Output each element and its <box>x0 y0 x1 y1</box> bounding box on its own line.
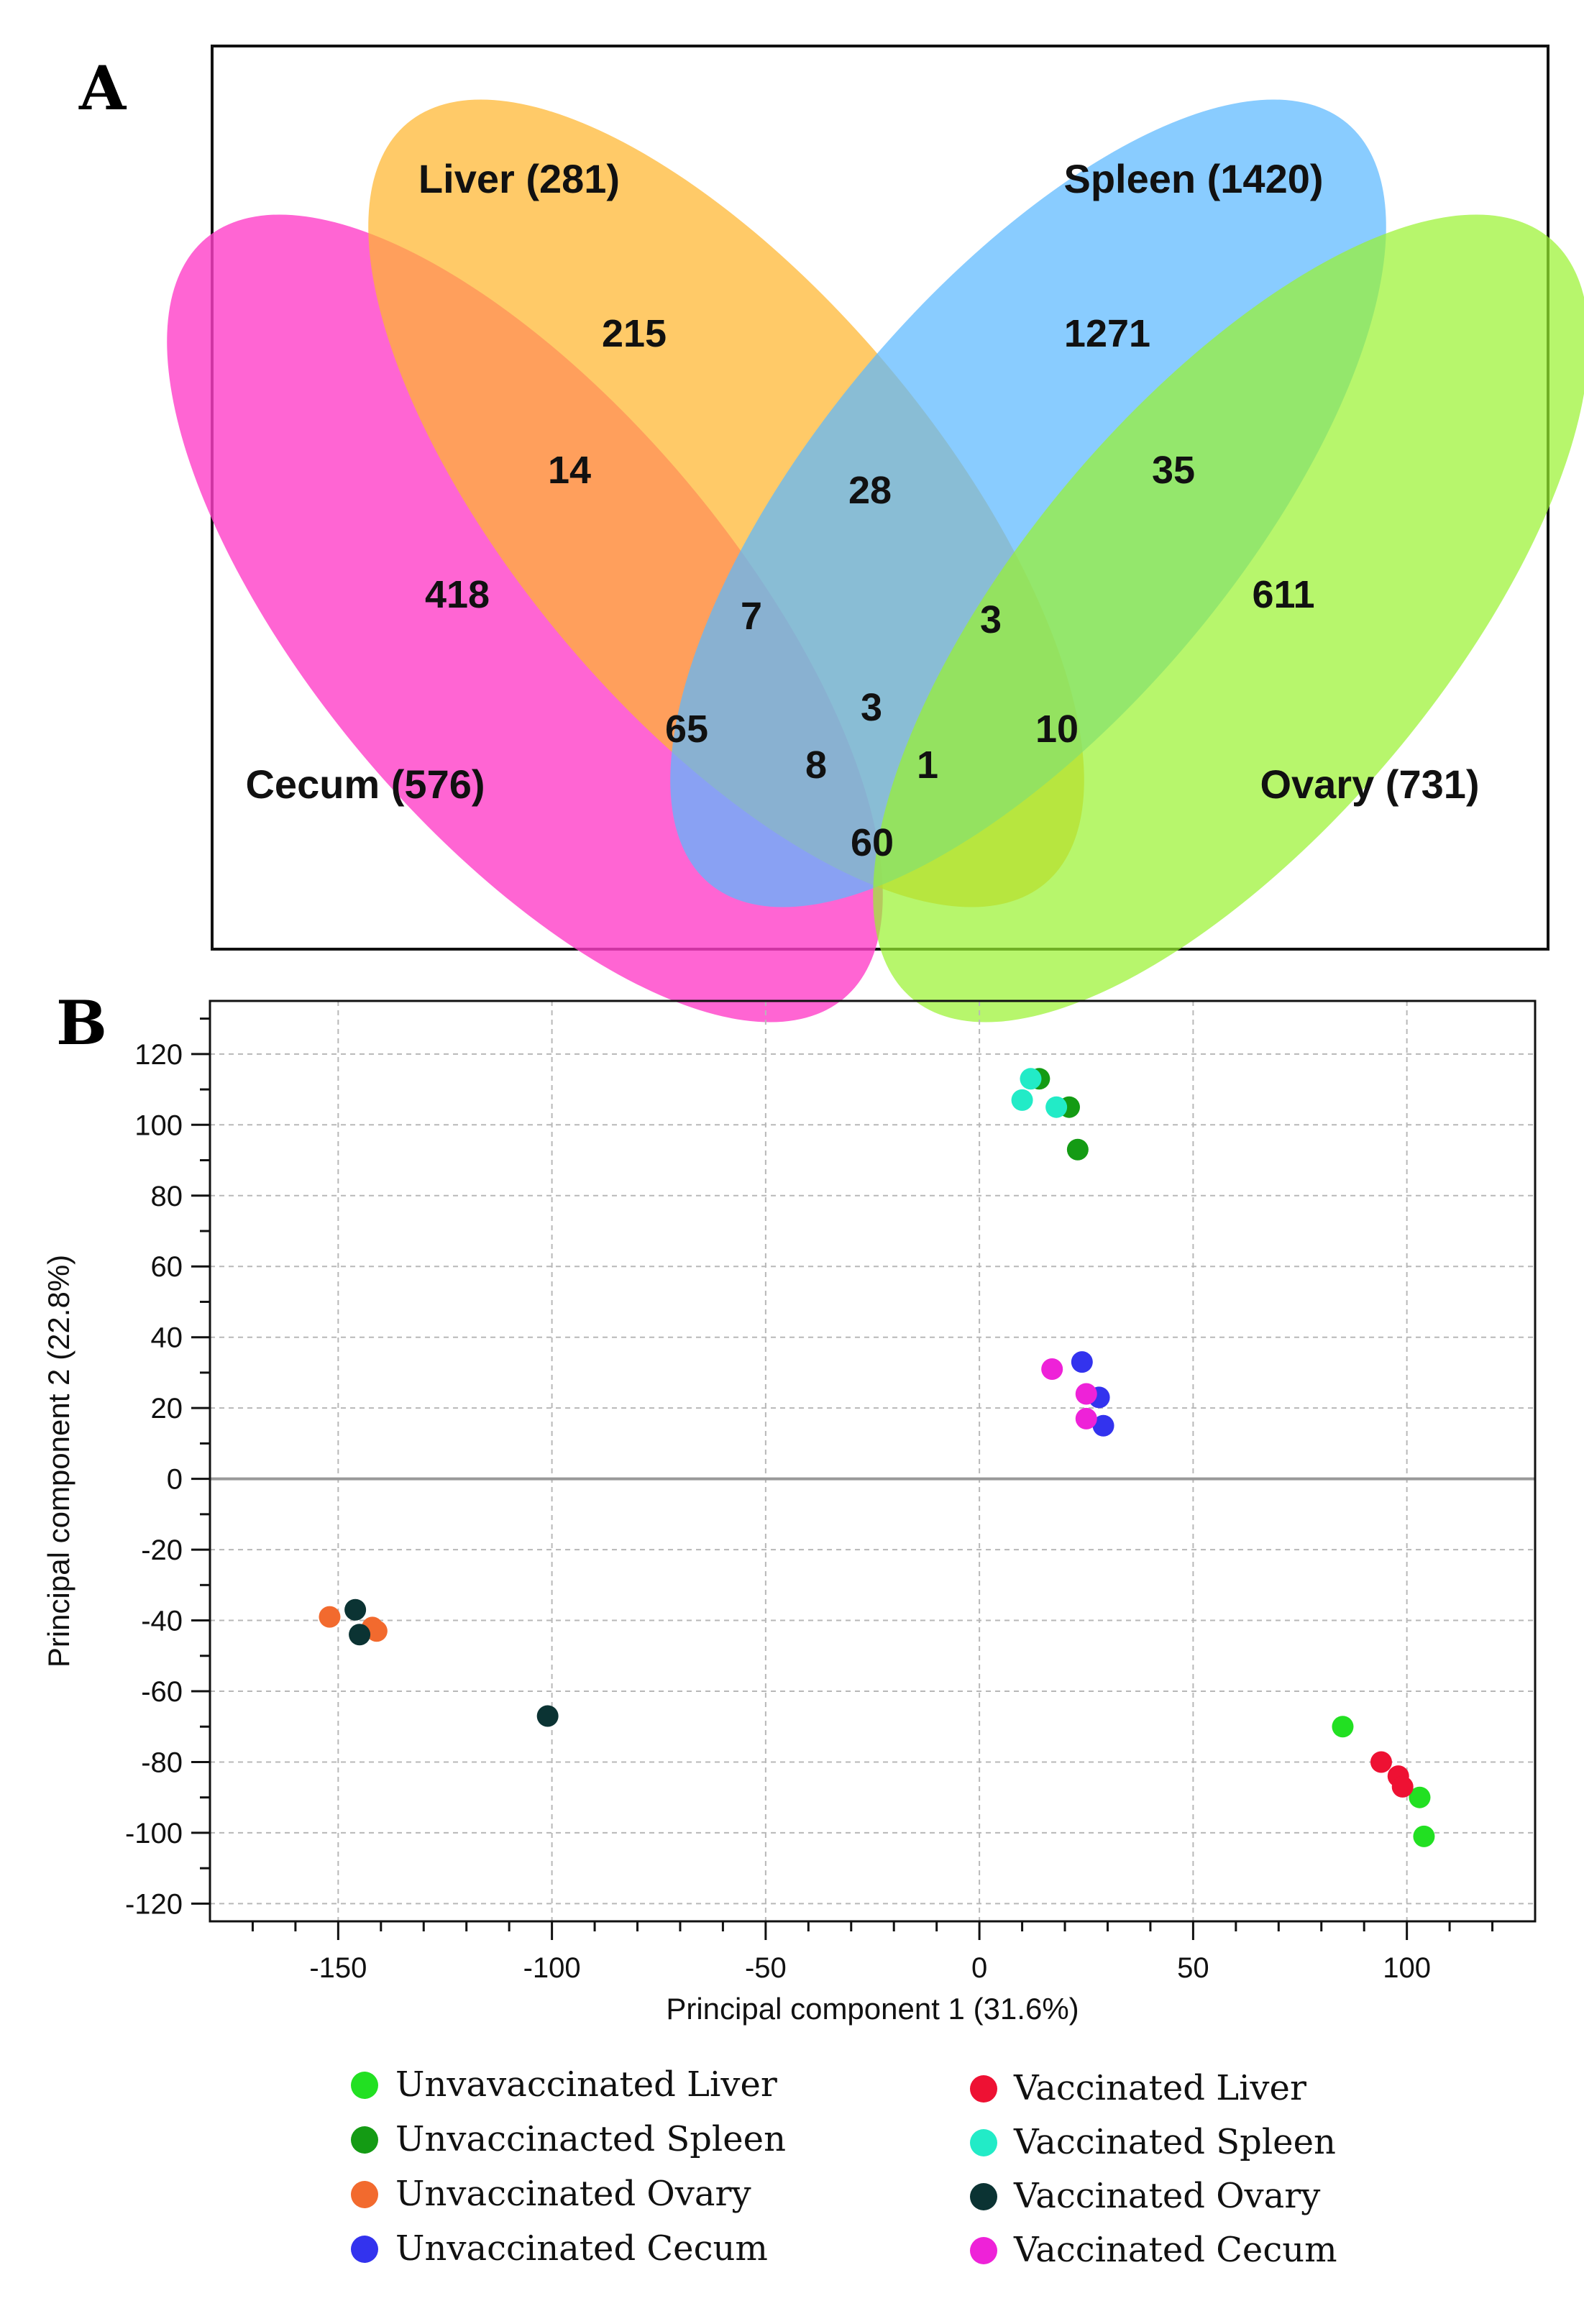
venn-count-cecum-ovary: 60 <box>851 821 894 864</box>
y-tick-label: 120 <box>134 1039 183 1071</box>
pca-panel: B -150 -100 -50 0 50 100 120 100 80 60 40 20 0 -20 -4… <box>42 987 1537 2026</box>
scatter-point <box>1370 1751 1392 1773</box>
scatter-point <box>1092 1414 1114 1437</box>
legend-item-unvaccinated-cecum: Unvaccinated Cecum <box>351 2228 768 2269</box>
scatter-point <box>1332 1716 1354 1738</box>
legend-item-vaccinated-cecum: Vaccinated Cecum <box>970 2230 1337 2270</box>
scatter-point <box>349 1624 371 1646</box>
y-tick-label: -60 <box>141 1676 183 1708</box>
venn-set-label-ovary: Ovary (731) <box>1260 761 1479 807</box>
legend-marker-vaccinated-spleen <box>970 2129 997 2156</box>
legend-item-vaccinated-spleen: Vaccinated Spleen <box>970 2122 1336 2162</box>
legend-label-unvaccinated-spleen: Unvaccinacted Spleen <box>395 2119 786 2159</box>
y-axis: 120 100 80 60 40 20 0 -20 -40 -60 -80 -100 -120 <box>125 1017 210 1920</box>
legend-item-unvaccinated-liver: Unvavaccinated Liver <box>351 2064 777 2105</box>
x-tick-label: -50 <box>745 1952 787 1984</box>
scatter-point <box>1020 1068 1042 1090</box>
legend-item-vaccinated-liver: Vaccinated Liver <box>970 2068 1306 2108</box>
y-tick-label: -100 <box>125 1818 183 1849</box>
legend-item-unvaccinated-ovary: Unvaccinated Ovary <box>351 2174 751 2214</box>
y-tick-label: -80 <box>141 1747 183 1778</box>
legend-marker-unvaccinated-cecum <box>351 2236 378 2263</box>
scatter-point <box>1066 1138 1089 1161</box>
legend: Unvavaccinated Liver Unvaccinacted Splee… <box>351 2064 1337 2270</box>
scatter-point <box>1045 1096 1068 1118</box>
plot-frame <box>209 999 1537 1923</box>
venn-set-label-liver: Liver (281) <box>418 156 620 201</box>
scatter-point <box>1413 1825 1435 1847</box>
legend-marker-unvaccinated-liver <box>351 2072 378 2099</box>
legend-label-unvaccinated-liver: Unvavaccinated Liver <box>395 2064 777 2105</box>
legend-label-vaccinated-ovary: Vaccinated Ovary <box>1013 2176 1320 2216</box>
scatter-points <box>319 1068 1435 1847</box>
y-tick-label: -20 <box>141 1534 183 1566</box>
x-axis-title: Principal component 1 (31.6%) <box>666 1992 1079 2026</box>
scatter-point <box>365 1620 388 1642</box>
scatter-point <box>1071 1351 1093 1373</box>
y-tick-label: -120 <box>125 1888 183 1920</box>
legend-marker-unvaccinated-spleen <box>351 2126 378 2154</box>
venn-count-cecum-only: 418 <box>425 573 490 616</box>
y-tick-label: 20 <box>151 1393 183 1424</box>
scatter-point <box>1075 1407 1097 1429</box>
x-axis: -150 -100 -50 0 50 100 <box>251 1921 1494 1984</box>
scatter-point <box>1409 1786 1431 1808</box>
venn-count-cecum-liver: 14 <box>548 449 591 492</box>
venn-count-spleen-ovary: 35 <box>1152 449 1195 492</box>
x-tick-label: 100 <box>1383 1952 1431 1984</box>
legend-label-vaccinated-liver: Vaccinated Liver <box>1013 2068 1306 2108</box>
y-tick-label: 80 <box>151 1181 183 1212</box>
scatter-point <box>344 1598 367 1621</box>
legend-marker-unvaccinated-ovary <box>351 2181 378 2208</box>
y-axis-title: Principal component 2 (22.8%) <box>42 1255 75 1667</box>
legend-label-vaccinated-cecum: Vaccinated Cecum <box>1013 2230 1337 2270</box>
y-tick-label: 60 <box>151 1251 183 1283</box>
legend-label-unvaccinated-ovary: Unvaccinated Ovary <box>395 2174 751 2214</box>
venn-count-all: 3 <box>861 686 882 729</box>
venn-count-cecum-liver-ovary: 1 <box>917 744 938 787</box>
venn-panel: A Liver (281) Spleen (1420) Cecum (576) … <box>78 45 1584 1023</box>
legend-marker-vaccinated-ovary <box>970 2183 997 2210</box>
scatter-point <box>319 1606 341 1628</box>
x-tick-label: -150 <box>309 1952 367 1984</box>
venn-count-ovary-only: 611 <box>1252 573 1314 616</box>
grid <box>210 1001 1535 1921</box>
venn-count-liver-only: 215 <box>602 312 667 355</box>
y-tick-label: 40 <box>151 1322 183 1354</box>
venn-count-liver-spleen: 28 <box>848 469 892 512</box>
scatter-point <box>536 1705 559 1727</box>
venn-count-cecum-spleen-ovary: 8 <box>805 744 827 787</box>
panel-label-b: B <box>56 987 107 1058</box>
scatter-point <box>1391 1775 1414 1798</box>
panel-label-a: A <box>78 52 127 124</box>
legend-item-vaccinated-ovary: Vaccinated Ovary <box>970 2176 1320 2216</box>
venn-ellipse-spleen <box>670 99 1386 907</box>
venn-count-cecum-spleen: 65 <box>665 708 708 751</box>
scatter-point <box>1011 1089 1033 1111</box>
venn-ellipse-ovary <box>873 214 1584 1023</box>
venn-set-label-cecum: Cecum (576) <box>245 761 485 807</box>
legend-marker-vaccinated-liver <box>970 2075 997 2103</box>
y-tick-label: 100 <box>134 1110 183 1141</box>
venn-count-cecum-liver-spleen: 7 <box>741 595 762 638</box>
venn-set-label-spleen: Spleen (1420) <box>1063 156 1323 201</box>
y-tick-label: -40 <box>141 1606 183 1637</box>
legend-marker-vaccinated-cecum <box>970 2237 997 2264</box>
x-tick-label: 0 <box>971 1952 987 1984</box>
scatter-point <box>1075 1383 1097 1405</box>
legend-label-unvaccinated-cecum: Unvaccinated Cecum <box>395 2228 768 2269</box>
venn-count-spleen-only: 1271 <box>1064 312 1150 355</box>
x-tick-label: 50 <box>1177 1952 1209 1984</box>
x-tick-label: -100 <box>523 1952 581 1984</box>
venn-count-liver-spleen-ovary: 3 <box>980 598 1002 641</box>
legend-label-vaccinated-spleen: Vaccinated Spleen <box>1013 2122 1336 2162</box>
scatter-point <box>1041 1358 1063 1380</box>
venn-count-liver-ovary: 10 <box>1035 708 1079 751</box>
y-tick-label: 0 <box>167 1464 183 1496</box>
legend-item-unvaccinated-spleen: Unvaccinacted Spleen <box>351 2119 786 2159</box>
